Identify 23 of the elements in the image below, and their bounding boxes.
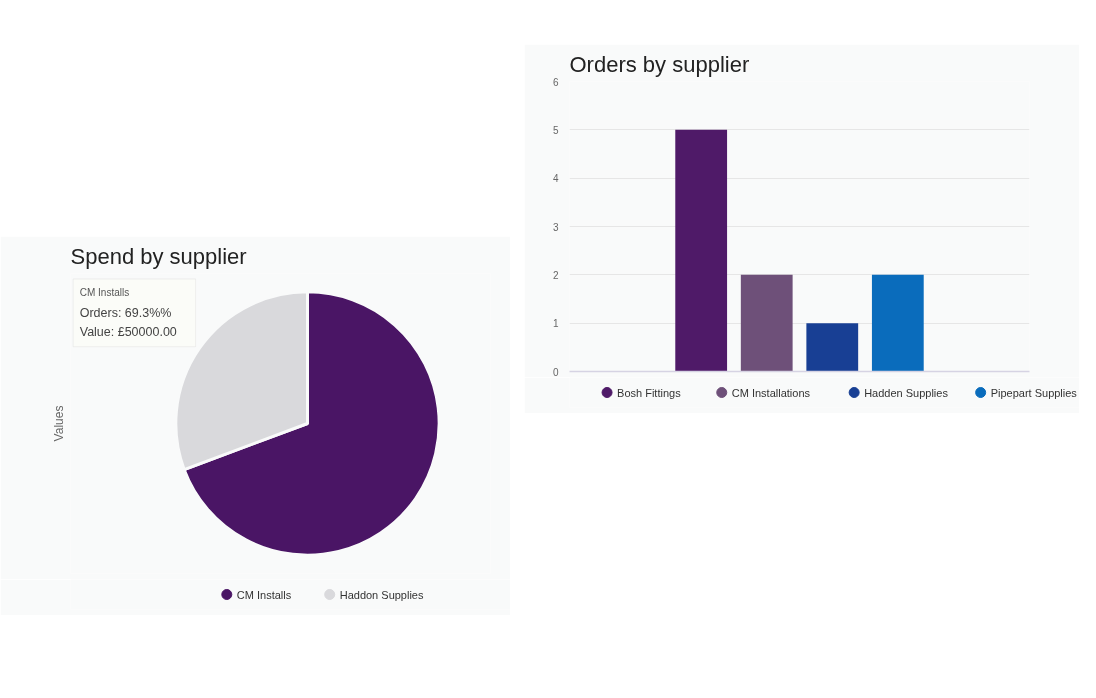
bar [871,274,924,372]
y-tick-label: 3 [552,221,559,233]
y-tick-label: 4 [552,173,559,185]
text: Orders: 69.3%% [79,306,172,321]
y-tick-label: 2 [552,269,559,281]
y-tick-label: 5 [552,124,559,136]
text: Values [51,405,66,442]
text: CM Installs [79,287,130,299]
legend-label: Haddon Supplies [339,588,424,601]
legend-label: CM Installs [236,588,292,601]
chart-title: Spend by supplier [70,243,247,269]
chart-title: Orders by supplier [569,51,750,77]
y-tick-label: 1 [552,318,559,330]
y-tick-label: 0 [552,366,559,378]
bar [675,129,728,372]
legend-label: Bosh Fittings [617,386,682,399]
bar [740,274,793,372]
legend-label: CM Installations [731,386,811,399]
bar [806,323,859,372]
y-tick-label: 6 [552,76,559,88]
text: Value: £50000.00 [79,325,177,340]
legend-label: Hadden Supplies [864,386,949,399]
legend-label: Pipepart Supplies [990,386,1078,399]
